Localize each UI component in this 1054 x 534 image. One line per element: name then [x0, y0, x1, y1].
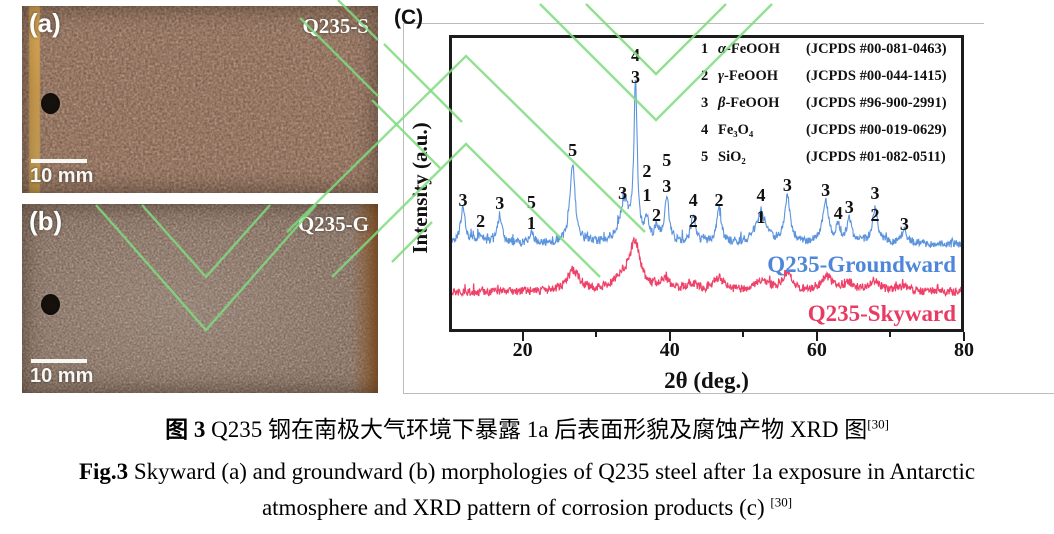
legend-greek-letter: α [718, 41, 727, 57]
cell-border-bottom [403, 393, 1054, 394]
peak-label-1-at-21.2: 1 [526, 213, 536, 233]
panel-b-label: (b) [29, 206, 63, 236]
scale-bar-b-label: 10 mm [30, 365, 94, 387]
peak-label-1-at-52.4: 1 [756, 207, 766, 227]
x-tick-80 [963, 332, 965, 341]
legend-phase: γ-FeOOH [718, 68, 806, 85]
legend-phase-name: -FeOOH [725, 95, 780, 111]
peak-label-3-at-64.4: 3 [844, 197, 854, 217]
peak-label-3-at-56: 3 [782, 175, 792, 195]
legend-phase-name: -FeOOH [726, 41, 780, 57]
cell-border-left [403, 23, 404, 394]
peak-label-5-at-39.6: 5 [662, 150, 672, 170]
x-tick-label-20: 20 [512, 339, 533, 361]
peak-label-2-at-67.9: 2 [870, 205, 880, 225]
legend-jcpds-code: (JCPDS #00-081-0463) [806, 41, 947, 57]
panel-b-sample-label: Q235-G [297, 212, 369, 236]
peak-label-3-at-33.6: 3 [618, 183, 628, 203]
cell-border-top [403, 23, 984, 24]
legend-row-1: 1 α-FeOOH (JCPDS #00-081-0463) [701, 41, 961, 68]
peak-label-3-at-16.9: 3 [495, 193, 505, 213]
specimen-edge-streak [29, 6, 40, 193]
peak-label-4-at-52.4: 4 [756, 185, 766, 205]
legend-row-5: 5 SiO₂ (JCPDS #01-082-0511) [701, 149, 961, 176]
peak-label-2-at-38.2: 2 [651, 205, 661, 225]
panel-a-sample-label: Q235-S [302, 14, 369, 38]
legend-row-2: 2 γ-FeOOH (JCPDS #00-044-1415) [701, 68, 961, 95]
legend-row-3: 3 β-FeOOH (JCPDS #96-900-2991) [701, 95, 961, 122]
legend-phase-name: SiO₂ [718, 149, 746, 165]
peak-label-3-at-61.2: 3 [821, 180, 831, 200]
caption-en-text1: Skyward (a) and groundward (b) morpholog… [128, 459, 976, 484]
caption-en-figure-number: Fig.3 [78, 459, 129, 484]
peak-label-4-at-43.2: 4 [688, 190, 698, 210]
peak-label-3-at-39.6: 3 [662, 176, 672, 196]
caption-chinese: 图 3 Q235 钢在南极大气环境下暴露 1a 后表面形貌及腐蚀产物 XRD 图… [0, 410, 1054, 444]
x-minor-tick-70 [889, 332, 892, 337]
caption-english-line2: atmosphere and XRD pattern of corrosion … [0, 495, 1054, 521]
peak-label-2-at-36.9: 2 [642, 161, 652, 181]
x-tick-40 [668, 332, 671, 341]
peak-label-4-at-62.9: 4 [833, 203, 843, 223]
panel-a-label: (a) [29, 8, 61, 38]
x-minor-tick-30 [595, 332, 598, 337]
legend-jcpds-code: (JCPDS #01-082-0511) [806, 149, 946, 165]
caption-cn-reference: [30] [867, 416, 889, 432]
legend-jcpds-code: (JCPDS #00-019-0629) [806, 122, 947, 138]
legend-phase-name: -FeOOH [724, 68, 779, 84]
mounting-hole-a [41, 93, 60, 114]
mounting-hole-b [41, 294, 60, 315]
peak-label-2-at-14.3: 2 [476, 211, 486, 231]
legend-number: 3 [701, 95, 709, 111]
legend-phase: Fe₃O₄ [718, 122, 806, 139]
peak-label-3-at-11.9: 3 [458, 190, 468, 210]
peak-label-3-at-35.35: 3 [631, 67, 640, 87]
series-label-groundward: Q235-Groundward [767, 252, 956, 277]
scale-bar-a [31, 159, 87, 163]
y-axis-label: Intensity (a.u.) [408, 122, 432, 254]
peak-label-3-at-71.9: 3 [899, 214, 909, 234]
x-tick-label-40: 40 [659, 339, 680, 361]
caption-en-reference: [30] [770, 494, 793, 510]
legend-number: 5 [701, 149, 709, 165]
series-label-skyward: Q235-Skyward [807, 301, 956, 326]
peak-label-1-at-36.9: 1 [642, 185, 652, 205]
legend-jcpds-code: (JCPDS #00-044-1415) [806, 68, 947, 84]
legend-number: 4 [701, 122, 709, 138]
legend-phase-name: Fe₃O₄ [718, 122, 754, 138]
legend-number: 2 [701, 68, 709, 84]
peak-label-5-at-26.8: 5 [568, 140, 578, 160]
legend-row-4: 4 Fe₃O₄ (JCPDS #00-019-0629) [701, 122, 961, 149]
legend-phase: α-FeOOH [718, 41, 806, 58]
x-tick-label-60: 60 [806, 339, 827, 361]
peak-label-2-at-46.7: 2 [714, 190, 724, 210]
legend-jcpds-code: (JCPDS #96-900-2991) [806, 95, 947, 111]
photo-panel-b-groundward: (b) Q235-G 10 mm [22, 204, 378, 393]
legend-number: 1 [701, 41, 709, 57]
caption-en-text2: atmosphere and XRD pattern of corrosion … [261, 495, 771, 520]
photo-panel-a-skyward: (a) Q235-S 10 mm [22, 6, 378, 193]
peak-label-3-at-67.9: 3 [870, 183, 880, 203]
caption-cn-text: Q235 钢在南极大气环境下暴露 1a 后表面形貌及腐蚀产物 XRD 图 [205, 417, 868, 442]
scale-bar-b [31, 359, 87, 363]
peak-label-4-at-35.35: 4 [631, 45, 640, 65]
scale-bar-a-label: 10 mm [30, 165, 94, 187]
x-axis-label: 2θ (deg.) [664, 368, 749, 393]
caption-cn-figure-number: 图 3 [165, 417, 206, 442]
peak-label-2-at-43.2: 2 [688, 211, 698, 231]
x-minor-tick-50 [742, 332, 745, 337]
phase-legend: 1 α-FeOOH (JCPDS #00-081-0463) 2 γ-FeOOH (JCP… [701, 41, 961, 176]
caption-english-line1: Fig.3 Skyward (a) and groundward (b) mor… [0, 459, 1054, 485]
panel-c-label: (C) [394, 6, 424, 29]
peak-label-5-at-21.2: 5 [526, 192, 536, 212]
x-tick-60 [815, 332, 818, 341]
x-tick-label-80: 80 [954, 339, 974, 361]
legend-phase: β-FeOOH [718, 95, 806, 112]
legend-phase: SiO₂ [718, 149, 806, 166]
x-tick-20 [521, 332, 524, 341]
